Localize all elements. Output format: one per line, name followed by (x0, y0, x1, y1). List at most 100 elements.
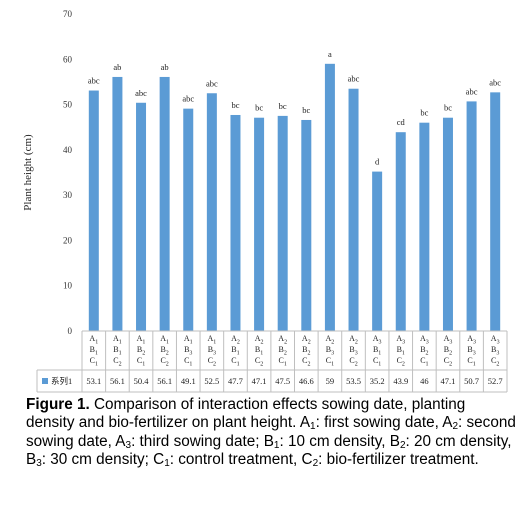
category-label: A2 (302, 334, 311, 346)
caption-text: Comparison of interaction effects sowing… (26, 396, 516, 470)
category-label: A1 (207, 334, 216, 346)
y-axis-label: Plant height (cm) (22, 134, 34, 211)
category-label: B3 (208, 345, 216, 357)
category-label: B3 (349, 345, 357, 357)
category-label: B1 (255, 345, 263, 357)
table-value: 47.7 (228, 376, 243, 386)
category-label: B1 (231, 345, 239, 357)
bar (419, 122, 430, 331)
category-label: C2 (302, 356, 310, 368)
significance-letter: bc (231, 100, 239, 110)
bar (88, 90, 99, 331)
bar (395, 132, 406, 331)
significance-letter: abc (182, 94, 194, 104)
category-label: A3 (396, 334, 405, 346)
category-label: A3 (373, 334, 382, 346)
table-value: 50.7 (464, 376, 479, 386)
category-label: C2 (491, 356, 499, 368)
significance-letter: d (375, 157, 380, 167)
category-label: C2 (397, 356, 405, 368)
category-label: B2 (137, 345, 145, 357)
significance-letter: abc (348, 74, 360, 84)
category-label: A3 (420, 334, 429, 346)
legend-label: 系列1 (51, 376, 72, 386)
caption-label: Figure 1. (26, 396, 90, 413)
significance-letter: bc (302, 105, 310, 115)
category-label: B2 (279, 345, 287, 357)
significance-letters: abc ab abc ab abc abc bc bc bc bc a abc d cd bc bc abc ab… (88, 49, 501, 167)
y-tick-label: 30 (63, 190, 73, 200)
category-label: C2 (444, 356, 452, 368)
category-label: B2 (420, 345, 428, 357)
category-label: B3 (491, 345, 499, 357)
bar (230, 114, 241, 331)
table-value: 50.4 (134, 376, 150, 386)
significance-letter: ab (161, 62, 169, 72)
category-label: C1 (279, 356, 287, 368)
table-value: 59 (326, 376, 335, 386)
bar (254, 117, 265, 331)
category-label: A2 (231, 334, 240, 346)
bar (490, 92, 501, 331)
significance-letter: bc (420, 108, 428, 118)
category-label: C2 (255, 356, 263, 368)
bar (324, 63, 335, 332)
category-label: C1 (467, 356, 475, 368)
significance-letter: abc (206, 78, 218, 88)
bar (183, 108, 194, 331)
y-tick-label: 60 (63, 54, 73, 64)
table-value: 53.5 (346, 376, 361, 386)
table-value: 52.7 (488, 376, 503, 386)
bar (466, 101, 477, 331)
category-label: A2 (278, 334, 287, 346)
category-label: C1 (184, 356, 192, 368)
category-label: C2 (113, 356, 121, 368)
significance-letter: bc (255, 103, 263, 113)
table-value: 46 (420, 376, 429, 386)
category-label: B2 (444, 345, 452, 357)
category-label: A1 (89, 334, 98, 346)
category-label: C2 (208, 356, 216, 368)
category-label: B1 (373, 345, 381, 357)
category-label: B1 (113, 345, 121, 357)
category-label: C1 (420, 356, 428, 368)
y-tick-label: 0 (68, 326, 73, 336)
table-value: 47.1 (441, 376, 456, 386)
category-label: B3 (467, 345, 475, 357)
y-tick-label: 50 (63, 100, 73, 110)
category-label: A2 (255, 334, 264, 346)
table-value: 47.1 (252, 376, 267, 386)
category-label: C1 (231, 356, 239, 368)
category-label: B1 (90, 345, 98, 357)
bar (206, 93, 217, 331)
significance-letter: abc (489, 77, 501, 87)
y-tick-label: 70 (63, 9, 73, 19)
bar (372, 171, 383, 331)
table-value: 47.5 (275, 376, 290, 386)
table-value: 49.1 (181, 376, 196, 386)
significance-letter: abc (135, 88, 147, 98)
bar (136, 102, 147, 331)
bar (348, 88, 359, 331)
category-label: C1 (373, 356, 381, 368)
category-label: A1 (184, 334, 193, 346)
category-label: C2 (160, 356, 168, 368)
table-value: 43.9 (393, 376, 408, 386)
bar (112, 76, 123, 331)
category-label: C1 (137, 356, 145, 368)
category-label: B3 (326, 345, 334, 357)
significance-letter: bc (444, 103, 452, 113)
significance-letter: abc (466, 86, 478, 96)
table-value: 56.1 (157, 376, 172, 386)
category-label: A3 (467, 334, 476, 346)
significance-letter: ab (113, 62, 121, 72)
category-label: B2 (302, 345, 310, 357)
data-table: A1B1C1A1B1C2A1B2C1A1B2C2A1B3C1A1B3C2A2B1… (36, 330, 508, 393)
category-label: A1 (113, 334, 122, 346)
category-label: B3 (184, 345, 192, 357)
table-value: 35.2 (370, 376, 385, 386)
category-label: C1 (326, 356, 334, 368)
category-label: A1 (137, 334, 146, 346)
category-label: A1 (160, 334, 169, 346)
table-value: 56.1 (110, 376, 125, 386)
